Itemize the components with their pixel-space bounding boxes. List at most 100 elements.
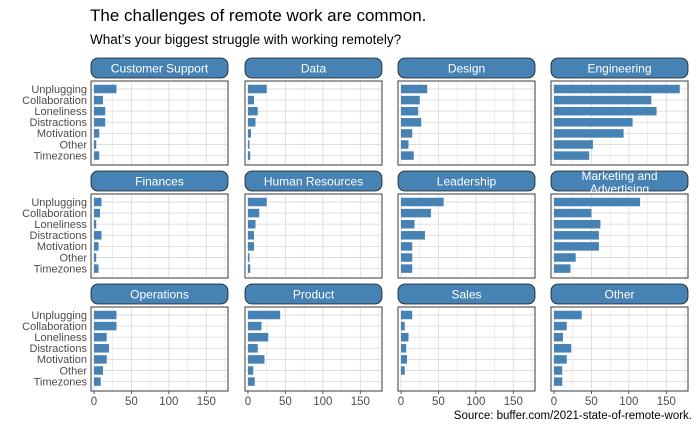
- facet-label-finances: Finances: [135, 175, 184, 189]
- facet-strip-operations: [90, 283, 229, 305]
- bar-customer-support-collaboration: [94, 95, 103, 105]
- bar-leadership-other: [401, 253, 413, 262]
- panel-customer-support: [90, 80, 229, 166]
- facet-strip-leadership: [397, 170, 536, 192]
- panel-border-product: [244, 306, 383, 392]
- bar-operations-timezones: [94, 377, 101, 386]
- panel-border-customer-support: [90, 80, 229, 166]
- chart-caption: Source: buffer.com/2021-state-of-remote-…: [453, 410, 692, 422]
- bar-sales-loneliness: [401, 332, 409, 342]
- x-tick-label: 0: [91, 396, 97, 408]
- bar-human-resources-collaboration: [248, 208, 260, 218]
- bar-data-unplugging: [248, 84, 267, 94]
- bar-operations-collaboration: [94, 321, 117, 331]
- facet-label-operations: Operations: [130, 288, 189, 302]
- bar-customer-support-loneliness: [94, 106, 106, 116]
- bar-product-collaboration: [248, 321, 262, 331]
- bar-engineering-distractions: [554, 118, 633, 127]
- bar-leadership-timezones: [401, 264, 413, 273]
- bar-finances-distractions: [94, 231, 102, 240]
- bar-design-motivation: [401, 129, 413, 138]
- bar-finances-loneliness: [94, 219, 97, 229]
- bar-customer-support-motivation: [94, 129, 100, 138]
- bar-marketing-and-advertising-timezones: [554, 264, 571, 273]
- bar-customer-support-unplugging: [94, 84, 117, 94]
- bar-other-other: [554, 366, 563, 375]
- panel-operations: [90, 306, 229, 392]
- bar-sales-distractions: [401, 344, 407, 353]
- bar-other-motivation: [554, 355, 567, 364]
- y-tick-label: Motivation: [37, 354, 87, 366]
- facet-strip-data: [244, 57, 383, 79]
- facet-strip-human-resources: [244, 170, 383, 192]
- facet-strip-product: [244, 283, 383, 305]
- facet-label-sales: Sales: [451, 288, 481, 302]
- bar-marketing-and-advertising-collaboration: [554, 208, 592, 218]
- bar-operations-motivation: [94, 355, 107, 364]
- bar-leadership-collaboration: [401, 208, 431, 218]
- facet-label-marketing-and-advertising-line1: Marketing and: [581, 169, 657, 183]
- bar-engineering-other: [554, 140, 593, 149]
- y-tick-label: Timezones: [34, 150, 88, 162]
- bar-marketing-and-advertising-distractions: [554, 231, 599, 240]
- bar-customer-support-timezones: [94, 151, 100, 160]
- facet-label-other: Other: [604, 288, 634, 302]
- bar-sales-other: [401, 366, 405, 375]
- bar-leadership-distractions: [401, 231, 425, 240]
- bar-engineering-loneliness: [554, 106, 657, 116]
- x-tick-label: 150: [504, 396, 523, 408]
- facet-label-leadership: Leadership: [437, 175, 497, 189]
- y-tick-label: Distractions: [30, 230, 88, 242]
- chart-subtitle: What’s your biggest struggle with workin…: [90, 32, 402, 47]
- y-tick-label: Distractions: [30, 117, 88, 129]
- bar-design-collaboration: [401, 95, 420, 105]
- panel-product: [244, 306, 383, 392]
- bar-design-loneliness: [401, 106, 419, 116]
- facet-label-human-resources: Human Resources: [264, 175, 363, 189]
- panel-border-human-resources: [244, 193, 383, 279]
- y-tick-label: Loneliness: [34, 106, 87, 118]
- y-tick-label: Unplugging: [31, 84, 87, 96]
- bar-design-unplugging: [401, 84, 428, 94]
- bar-operations-other: [94, 366, 103, 375]
- facet-strip-sales: [397, 283, 536, 305]
- x-tick-label: 0: [551, 396, 557, 408]
- bar-finances-unplugging: [94, 197, 102, 207]
- facet-label-marketing-and-advertising-line2: Advertising: [590, 182, 649, 196]
- bar-sales-motivation: [401, 355, 407, 364]
- bar-human-resources-timezones: [248, 264, 251, 273]
- bar-leadership-motivation: [401, 242, 413, 251]
- x-tick-label: 100: [313, 396, 332, 408]
- y-tick-label: Timezones: [34, 263, 88, 275]
- x-tick-label: 0: [245, 396, 251, 408]
- bar-design-distractions: [401, 118, 422, 127]
- chart-title: The challenges of remote work are common…: [90, 6, 427, 25]
- x-tick-label: 100: [159, 396, 178, 408]
- panel-border-leadership: [397, 193, 536, 279]
- y-tick-label: Distractions: [30, 343, 88, 355]
- x-tick-label: 100: [466, 396, 485, 408]
- y-tick-label: Loneliness: [34, 332, 87, 344]
- y-tick-label: Motivation: [37, 128, 87, 140]
- bar-marketing-and-advertising-other: [554, 253, 576, 262]
- y-tick-label: Collaboration: [22, 95, 87, 107]
- bar-data-motivation: [248, 129, 251, 138]
- bar-engineering-collaboration: [554, 95, 652, 105]
- panel-border-finances: [90, 193, 229, 279]
- bar-leadership-unplugging: [401, 197, 444, 207]
- bar-data-loneliness: [248, 106, 258, 116]
- bar-engineering-motivation: [554, 129, 624, 138]
- panel-human-resources: [244, 193, 383, 279]
- bar-product-other: [248, 366, 254, 375]
- x-tick-label: 100: [619, 396, 638, 408]
- bar-customer-support-distractions: [94, 118, 106, 127]
- bar-other-timezones: [554, 377, 563, 386]
- bar-data-distractions: [248, 118, 256, 127]
- bar-design-timezones: [401, 151, 414, 160]
- y-tick-label: Unplugging: [31, 310, 87, 322]
- bar-product-distractions: [248, 344, 258, 353]
- y-tick-label: Collaboration: [22, 321, 87, 333]
- bar-data-timezones: [248, 151, 251, 160]
- bar-operations-unplugging: [94, 310, 117, 320]
